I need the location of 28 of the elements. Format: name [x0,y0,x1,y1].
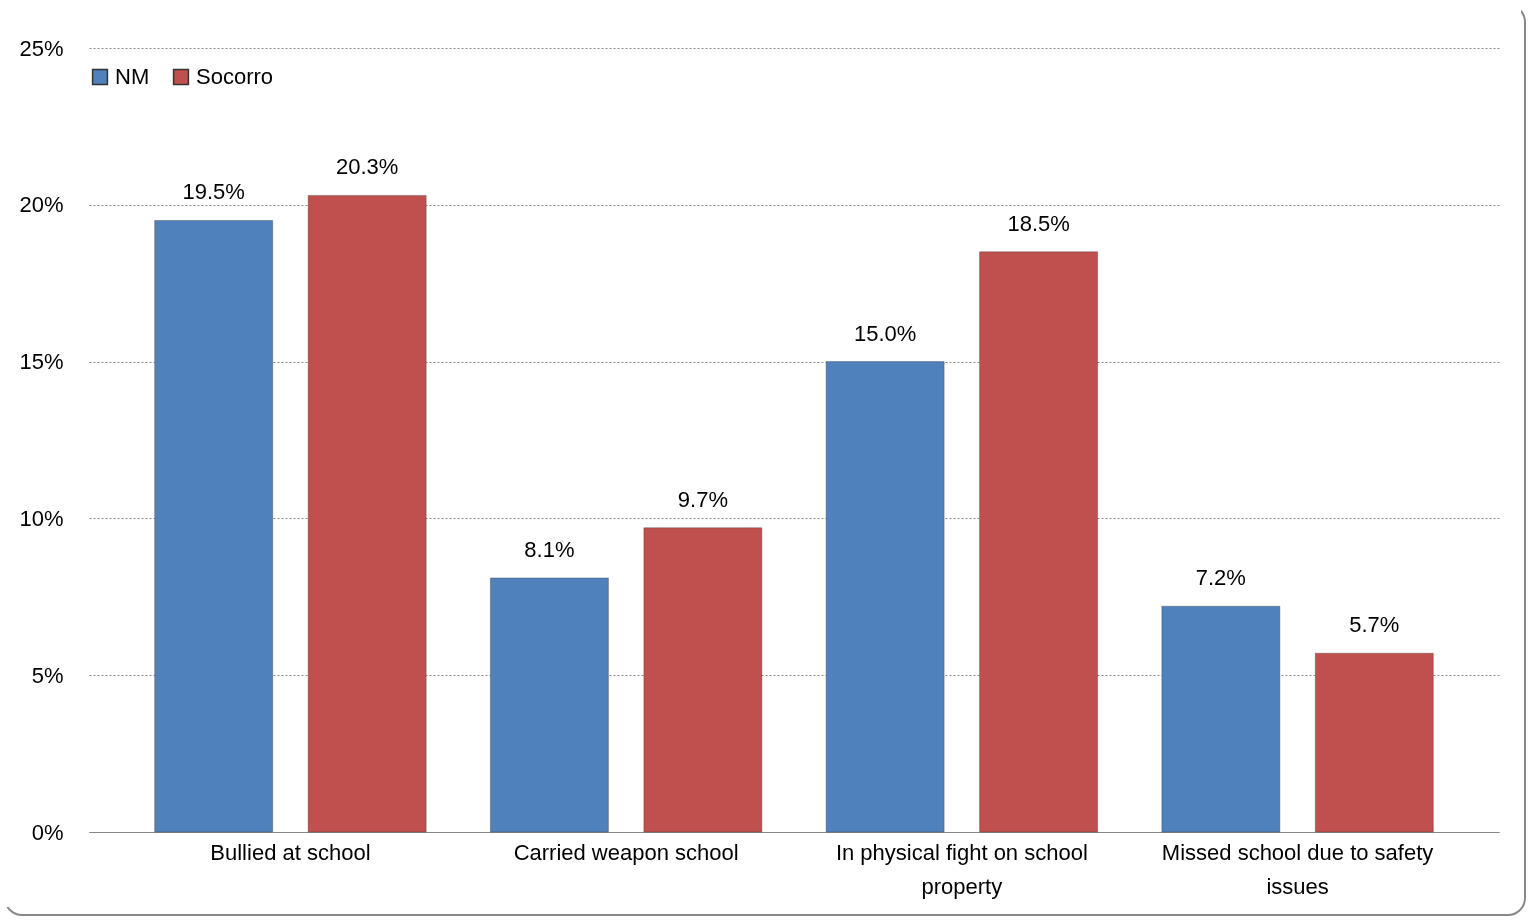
y-tick-label: 15% [19,349,64,375]
data-label: 19.5% [182,179,245,205]
bar [1314,652,1434,833]
data-label: 9.7% [677,486,728,512]
data-label: 7.2% [1195,565,1246,591]
data-label: 8.1% [524,536,575,562]
x-tick-label: Bullied at school [210,839,371,865]
bar [825,361,945,833]
y-tick-label: 20% [19,192,64,218]
y-tick-label: 25% [19,35,64,61]
bar [1161,605,1281,833]
y-tick-label: 0% [31,819,64,845]
bar [154,219,274,833]
legend-label: NM [115,64,150,89]
y-tick-label: 5% [31,662,64,688]
x-tick-label: In physical fight on school property [835,839,1088,899]
data-label: 15.0% [853,320,917,346]
data-label: 18.5% [1007,210,1070,236]
data-label: 20.3% [335,154,399,180]
bar [307,194,427,833]
bar [979,251,1099,833]
bar [643,527,763,833]
x-tick-label: Carried weapon school [513,839,739,865]
legend-label: Socorro [196,64,274,89]
x-tick-label: Missed school due to safety issues [1161,839,1434,899]
bar [489,577,609,833]
data-label: 5.7% [1349,612,1400,638]
y-tick-label: 10% [19,505,64,531]
